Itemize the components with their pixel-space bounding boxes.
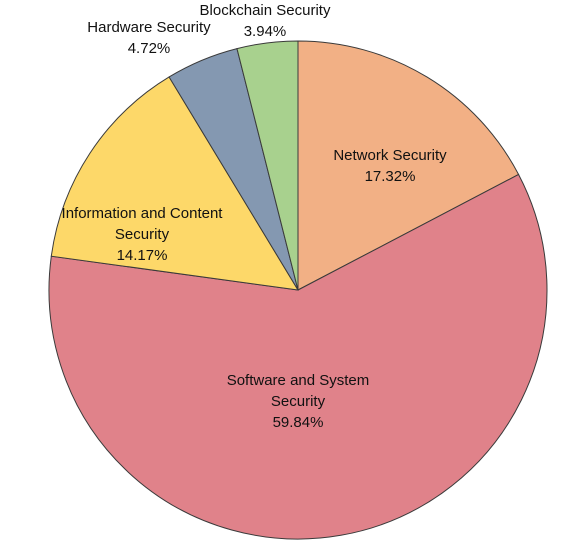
slice-label: Blockchain Security 3.94% [200, 2, 331, 40]
labels-layer: Network Security 17.32% Software and Syste… [62, 2, 448, 431]
slice-name-label: Security [271, 393, 326, 410]
slice-name-label: Security [115, 226, 170, 243]
slice-label: Network Security 17.32% [333, 147, 447, 185]
slice-label: Software and System Security 59.84% [227, 372, 370, 431]
slices-layer [48, 40, 548, 540]
slice-label: Hardware Security 4.72% [87, 19, 211, 57]
pie-slice [297, 40, 520, 291]
pie-slice [236, 40, 299, 291]
pie-slice [48, 173, 548, 540]
slice-name-label: Hardware Security [87, 19, 211, 36]
slice-value-label: 17.32% [365, 168, 416, 185]
slice-label: Information and Content Security 14.17% [62, 205, 224, 264]
slice-value-label: 59.84% [273, 414, 324, 431]
slice-name-label: Network Security [333, 147, 447, 164]
slice-name-label: Blockchain Security [200, 2, 331, 19]
pie-slice [50, 76, 299, 291]
slice-name-label: Information and Content [62, 205, 224, 222]
slice-value-label: 4.72% [128, 40, 171, 57]
slice-value-label: 3.94% [244, 23, 287, 40]
slice-value-label: 14.17% [117, 247, 168, 264]
slice-name-label: Software and System [227, 372, 370, 389]
